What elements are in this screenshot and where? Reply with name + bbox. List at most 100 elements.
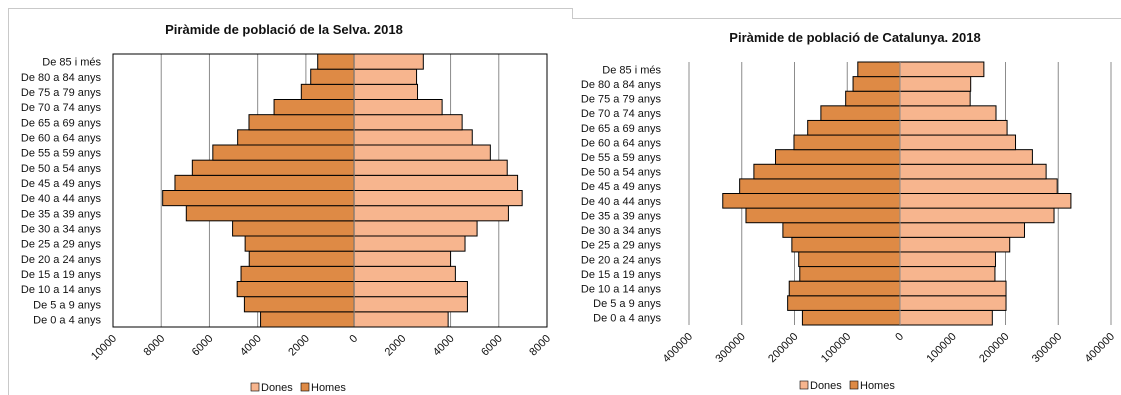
bar-dones bbox=[899, 207, 1055, 224]
bar-homes bbox=[248, 250, 355, 267]
bar-homes bbox=[739, 178, 901, 194]
category-label: De 10 a 14 anys bbox=[21, 284, 102, 296]
tick-label: 0 bbox=[893, 331, 906, 344]
bar-homes bbox=[236, 281, 355, 298]
bar-dones bbox=[353, 250, 452, 267]
bar-dones bbox=[899, 76, 972, 92]
bar-dones bbox=[899, 90, 971, 107]
category-label: De 5 a 9 anys bbox=[33, 299, 101, 311]
tick-label: 2000 bbox=[286, 333, 312, 359]
tick-label: 400000 bbox=[661, 331, 695, 365]
bar-dones bbox=[899, 61, 985, 78]
bar-dones bbox=[899, 105, 997, 121]
bar-dones bbox=[899, 222, 1025, 238]
legend-swatch-homes bbox=[300, 382, 310, 392]
category-label: De 35 a 39 anys bbox=[581, 210, 662, 222]
bar-homes bbox=[782, 222, 901, 238]
bar-homes bbox=[807, 119, 901, 136]
category-label: De 30 a 34 anys bbox=[21, 223, 102, 235]
legend-label-dones: Dones bbox=[261, 382, 293, 394]
category-label: De 40 a 44 anys bbox=[21, 193, 102, 205]
category-label: De 25 a 29 anys bbox=[21, 239, 102, 251]
legend-label-homes: Homes bbox=[311, 382, 346, 394]
bar-dones bbox=[353, 296, 468, 313]
bar-homes bbox=[243, 296, 355, 313]
bar-homes bbox=[857, 61, 901, 78]
bar-homes bbox=[798, 251, 901, 268]
category-label: De 10 a 14 anys bbox=[581, 283, 662, 295]
bar-dones bbox=[353, 220, 478, 237]
bar-dones bbox=[353, 205, 509, 222]
bar-homes bbox=[845, 90, 901, 107]
bar-homes bbox=[185, 205, 355, 222]
bar-dones bbox=[899, 149, 1033, 165]
category-label: De 85 i més bbox=[602, 64, 661, 76]
bar-dones bbox=[353, 68, 418, 85]
bar-homes bbox=[852, 76, 901, 92]
tick-label: 0 bbox=[347, 333, 360, 346]
bar-homes bbox=[753, 163, 901, 180]
tick-label: 8000 bbox=[142, 333, 168, 359]
category-label: De 0 a 4 anys bbox=[33, 314, 101, 326]
bar-dones bbox=[899, 119, 1008, 136]
tick-label: 100000 bbox=[924, 331, 958, 365]
bar-homes bbox=[788, 280, 901, 297]
chart-panel-selva: Piràmide de població de la Selva. 2018 De… bbox=[8, 8, 573, 395]
category-label: De 55 a 59 anys bbox=[21, 148, 102, 160]
chart-panel-catalunya: Piràmide de població de Catalunya. 2018 D… bbox=[572, 18, 1121, 395]
category-label: De 85 i més bbox=[42, 57, 101, 69]
bar-homes bbox=[244, 235, 355, 252]
tick-label: 4000 bbox=[238, 333, 264, 359]
bar-dones bbox=[353, 190, 523, 207]
tick-label: 4000 bbox=[431, 333, 457, 359]
bar-dones bbox=[353, 83, 419, 101]
chart-catalunya: Piràmide de població de Catalunya. 2018 D… bbox=[581, 30, 1117, 392]
category-label: De 30 a 34 anys bbox=[581, 225, 662, 237]
category-label: De 5 a 9 anys bbox=[593, 298, 661, 310]
chart-title: Piràmide de població de Catalunya. 2018 bbox=[729, 30, 980, 45]
category-label: De 20 a 24 anys bbox=[581, 254, 662, 266]
bar-homes bbox=[787, 295, 901, 311]
tick-label: 300000 bbox=[1030, 331, 1064, 365]
bar-dones bbox=[899, 280, 1007, 297]
chart-title: Piràmide de població de la Selva. 2018 bbox=[165, 22, 403, 37]
category-label: De 20 a 24 anys bbox=[21, 254, 102, 266]
category-label: De 80 a 84 anys bbox=[21, 72, 102, 84]
category-label: De 70 a 74 anys bbox=[581, 108, 662, 120]
category-label: De 60 a 64 anys bbox=[21, 132, 102, 144]
bar-homes bbox=[775, 149, 901, 165]
category-label: De 15 a 19 anys bbox=[581, 269, 662, 281]
bar-dones bbox=[899, 236, 1011, 253]
legend-swatch-dones bbox=[250, 382, 260, 392]
bar-homes bbox=[745, 207, 901, 224]
bar-homes bbox=[722, 193, 901, 209]
bar-homes bbox=[820, 105, 901, 121]
legend-swatch-homes bbox=[849, 380, 859, 390]
category-label: De 75 a 79 anys bbox=[21, 87, 102, 99]
bar-homes bbox=[300, 83, 355, 101]
bar-homes bbox=[260, 311, 355, 328]
category-label: De 65 a 69 anys bbox=[21, 117, 102, 129]
category-label: De 25 a 29 anys bbox=[581, 240, 662, 252]
bar-dones bbox=[899, 134, 1017, 151]
bar-dones bbox=[899, 193, 1072, 209]
bar-homes bbox=[317, 53, 355, 70]
bar-homes bbox=[232, 220, 355, 237]
tick-label: 8000 bbox=[527, 333, 553, 359]
category-label: De 80 a 84 anys bbox=[581, 79, 662, 91]
bar-dones bbox=[353, 114, 463, 131]
bar-homes bbox=[310, 68, 355, 85]
tick-label: 2000 bbox=[383, 333, 409, 359]
bar-dones bbox=[899, 163, 1047, 180]
bar-homes bbox=[212, 144, 355, 161]
category-label: De 50 a 54 anys bbox=[581, 167, 662, 179]
bar-homes bbox=[273, 99, 355, 116]
category-label: De 40 a 44 anys bbox=[581, 196, 662, 208]
bar-homes bbox=[248, 114, 355, 131]
bar-dones bbox=[353, 265, 456, 283]
bar-homes bbox=[240, 265, 355, 283]
legend-swatch-dones bbox=[799, 380, 809, 390]
bar-dones bbox=[353, 174, 519, 191]
bar-homes bbox=[799, 266, 901, 282]
tick-label: 100000 bbox=[819, 331, 853, 365]
